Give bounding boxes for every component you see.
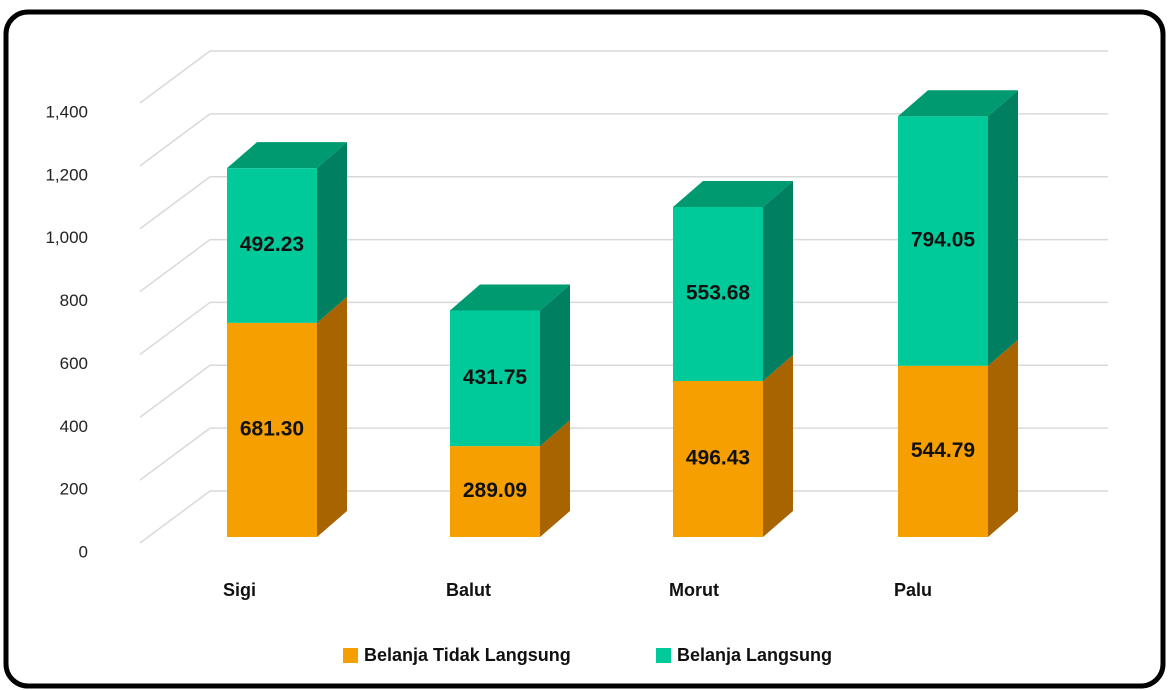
value-label: 431.75 (463, 366, 528, 389)
y-tick-label: 600 (60, 354, 88, 373)
value-label: 289.09 (463, 479, 527, 502)
value-label: 492.23 (240, 233, 304, 256)
y-tick-label: 1,000 (45, 228, 88, 247)
bar-side (763, 354, 793, 537)
y-tick-label: 400 (60, 417, 88, 436)
bar-side (763, 180, 793, 381)
bar (450, 310, 540, 447)
side-grid-line (139, 238, 211, 293)
bar (898, 365, 988, 537)
value-label: 496.43 (686, 447, 750, 470)
side-grid-line (139, 176, 211, 230)
bar-top (673, 180, 793, 207)
side-grid-line (139, 427, 211, 481)
bar (673, 380, 763, 537)
value-label: 544.79 (911, 439, 975, 462)
x-tick-label: Balut (446, 580, 491, 600)
bar-side (988, 90, 1018, 366)
bar-side (317, 296, 347, 537)
y-tick-label: 0 (79, 542, 88, 561)
side-grid-line (139, 301, 211, 356)
side-grid-line (139, 364, 211, 418)
x-tick-label: Palu (894, 580, 932, 600)
x-tick-label: Sigi (223, 580, 256, 600)
y-tick-label: 200 (60, 480, 88, 499)
bar (450, 446, 540, 537)
y-tick-label: 1,400 (45, 102, 88, 121)
bar (227, 168, 317, 323)
bar-side (317, 142, 347, 323)
legend-swatch (343, 648, 358, 663)
bar-side (540, 284, 570, 447)
value-label: 553.68 (686, 282, 751, 305)
y-tick-label: 1,200 (45, 165, 88, 184)
value-label: 681.30 (240, 417, 304, 440)
side-grid-line (139, 113, 211, 167)
bar-side (540, 420, 570, 537)
side-grid-line (139, 50, 211, 104)
bar-top (898, 90, 1018, 117)
legend-swatch (656, 648, 671, 663)
x-tick-label: Morut (669, 580, 719, 600)
bar (227, 322, 317, 537)
legend-label: Belanja Tidak Langsung (364, 645, 571, 665)
bar (673, 206, 763, 381)
value-label: 794.05 (911, 229, 976, 252)
bar-top (450, 284, 570, 311)
bar-top (227, 142, 347, 169)
bar-side (988, 339, 1018, 537)
bar (898, 116, 988, 366)
legend-label: Belanja Langsung (677, 645, 832, 665)
y-tick-label: 800 (60, 291, 88, 310)
side-grid-line (139, 490, 211, 544)
